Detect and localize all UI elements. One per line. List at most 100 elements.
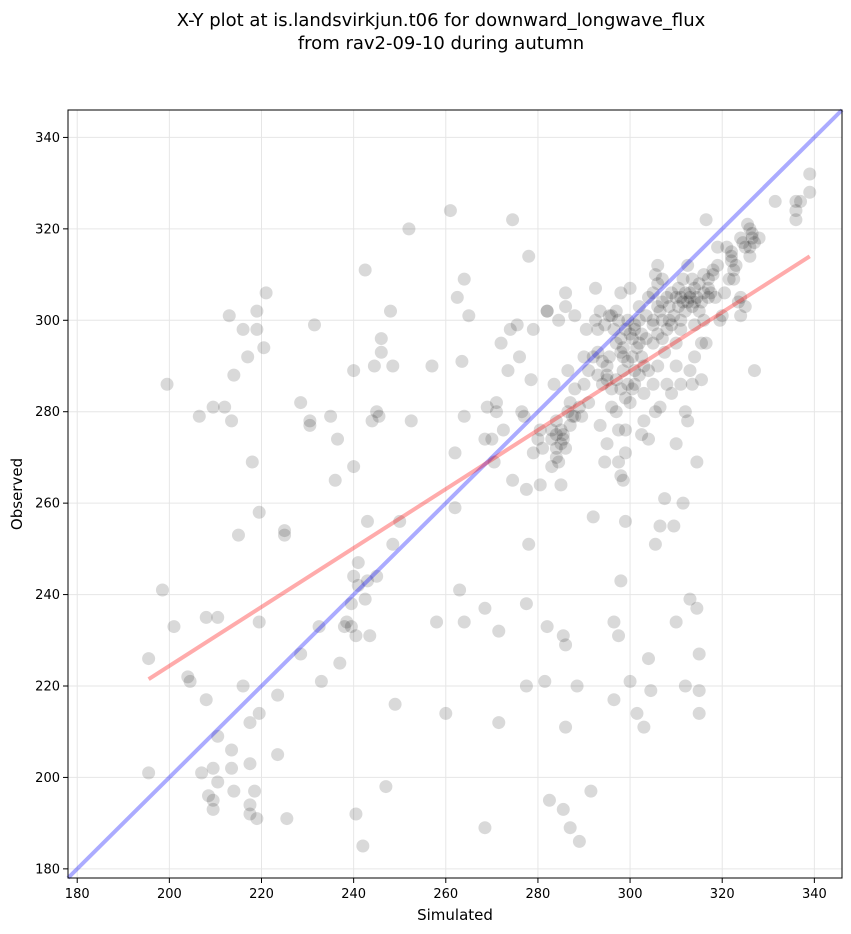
data-point [683, 592, 697, 606]
data-point [699, 213, 713, 227]
data-point [681, 414, 695, 428]
data-point [669, 437, 683, 451]
data-point [738, 300, 752, 314]
data-point [294, 396, 308, 410]
data-point [243, 807, 257, 821]
data-point [653, 304, 667, 318]
data-point [540, 304, 554, 318]
data-point [252, 615, 266, 629]
data-point [623, 674, 637, 688]
data-point [192, 409, 206, 423]
data-point [218, 400, 232, 414]
plot-frame [67, 109, 843, 879]
data-point [621, 354, 635, 368]
fit-lines [66, 108, 844, 880]
data-point [662, 300, 676, 314]
data-point [794, 194, 808, 208]
data-point [708, 290, 722, 304]
data-point [612, 629, 626, 643]
data-point [393, 514, 407, 528]
data-point [245, 455, 259, 469]
data-point [628, 322, 642, 336]
data-point [202, 789, 216, 803]
data-point [614, 382, 628, 396]
data-point [676, 295, 690, 309]
data-point [222, 309, 236, 323]
data-point [665, 318, 679, 332]
data-point [600, 373, 614, 387]
data-point [635, 327, 649, 341]
data-point [183, 674, 197, 688]
data-point [556, 629, 570, 643]
data-point [747, 236, 761, 250]
data-point [549, 414, 563, 428]
data-point [612, 455, 626, 469]
data-point [678, 679, 692, 693]
data-point [195, 766, 209, 780]
data-point [642, 432, 655, 446]
data-point [701, 281, 715, 295]
y-tick-label: 340 [35, 131, 60, 146]
data-point [160, 377, 174, 391]
data-point [257, 341, 271, 355]
data-point [526, 322, 540, 336]
data-point [651, 277, 665, 291]
data-point [752, 231, 766, 245]
data-point [729, 258, 743, 272]
data-point [331, 432, 345, 446]
data-point [789, 204, 803, 218]
data-point [225, 414, 239, 428]
data-point [457, 409, 471, 423]
data-point [609, 304, 623, 318]
data-point [589, 281, 603, 295]
data-point [280, 812, 294, 826]
data-point [540, 620, 554, 634]
y-tick-label: 300 [35, 314, 60, 329]
data-point [669, 336, 683, 350]
data-point [655, 272, 669, 286]
data-point [568, 382, 582, 396]
data-point [370, 405, 384, 419]
data-point [572, 400, 586, 414]
data-point [563, 396, 577, 410]
data-point [674, 377, 688, 391]
data-point [312, 620, 326, 634]
data-point [600, 368, 614, 382]
data-point [236, 679, 250, 693]
data-point [768, 194, 782, 208]
data-point [602, 350, 616, 364]
data-point [402, 222, 416, 236]
data-point [577, 350, 591, 364]
data-point [598, 455, 612, 469]
data-point [674, 290, 688, 304]
data-point [612, 423, 626, 437]
data-point [701, 272, 715, 286]
data-point [443, 204, 457, 218]
data-point [637, 386, 651, 400]
data-point [688, 281, 702, 295]
data-point [582, 364, 596, 378]
data-point [612, 313, 626, 327]
data-point [637, 414, 651, 428]
data-point [489, 396, 503, 410]
data-point [388, 697, 402, 711]
data-point [595, 377, 609, 391]
data-point [727, 263, 741, 277]
data-point [506, 473, 520, 487]
data-point [609, 373, 623, 387]
data-point [642, 652, 655, 666]
data-point [510, 318, 524, 332]
data-point [651, 258, 665, 272]
data-point [681, 295, 695, 309]
data-point [554, 437, 568, 451]
data-point [425, 359, 439, 373]
data-point [701, 290, 715, 304]
data-point [347, 460, 361, 474]
data-point [683, 290, 697, 304]
data-point [639, 332, 653, 346]
data-point [250, 322, 264, 336]
data-point [278, 528, 292, 542]
data-point [665, 386, 679, 400]
data-point [616, 350, 630, 364]
data-point [485, 432, 499, 446]
